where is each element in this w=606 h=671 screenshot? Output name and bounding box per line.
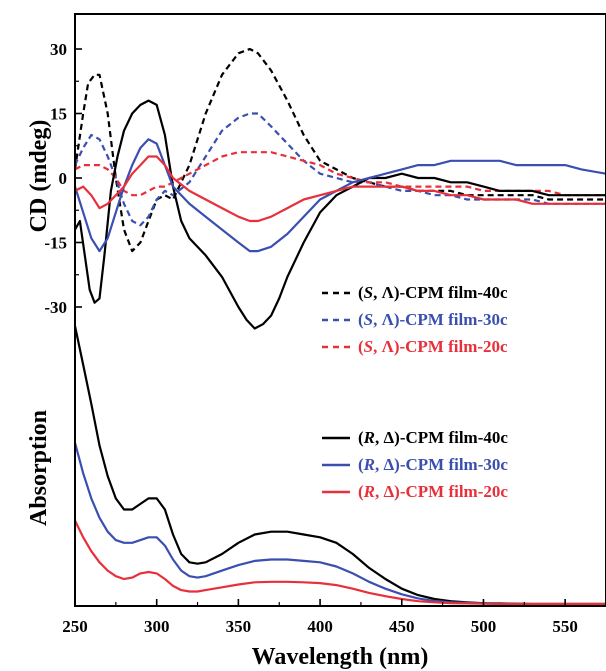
- absorption-legend-label: (R, Δ)-CPM film-30c: [358, 455, 508, 474]
- x-axis-title: Wavelength (nm): [252, 644, 429, 670]
- x-tick-label: 550: [552, 617, 578, 636]
- cd-legend-label: (S, Λ)-CPM film-20c: [358, 337, 508, 356]
- absorption-y-axis-title: Absorption: [26, 410, 52, 526]
- cd-legend: (S, Λ)-CPM film-40c (S, Λ)-CPM film-30c (S…: [322, 283, 508, 356]
- absorption-series-r-cpm-film-20c: [74, 520, 606, 606]
- x-tick-label: 350: [226, 617, 252, 636]
- cd-y-tick-label: 30: [50, 40, 67, 59]
- cd-legend-label: (S, Λ)-CPM film-40c: [358, 283, 508, 302]
- cd-legend-entry: (S, Λ)-CPM film-30c: [322, 310, 508, 329]
- cd-legend-entry: (S, Λ)-CPM film-20c: [322, 337, 508, 356]
- x-tick-label: 250: [62, 617, 88, 636]
- cd-legend-label: (S, Λ)-CPM film-30c: [358, 310, 508, 329]
- x-tick-label: 400: [307, 617, 333, 636]
- absorption-legend-label: (R, Δ)-CPM film-20c: [358, 482, 508, 501]
- cd-y-tick-label: 15: [50, 105, 67, 124]
- cd-y-tick-label: -30: [44, 298, 67, 317]
- cd-series-s-cpm-film-40c: [73, 47, 606, 253]
- cd-series-r-cpm-film-40c: [74, 99, 606, 330]
- plot-frame: [74, 13, 606, 607]
- absorption-legend-entry: (R, Δ)-CPM film-20c: [322, 482, 508, 501]
- cd-y-tick-label: 0: [59, 169, 68, 188]
- cd-panel: 30 15 0 -15 -30 CD (mdeg) (S, Λ)-CPM film-40…: [26, 40, 606, 356]
- cd-series-r-cpm-film-30c: [73, 138, 606, 253]
- x-tick-label: 300: [144, 617, 170, 636]
- absorption-legend: (R, Δ)-CPM film-40c (R, Δ)-CPM film-30c (R…: [322, 428, 508, 501]
- absorption-legend-label: (R, Δ)-CPM film-40c: [358, 428, 508, 447]
- absorption-panel: 250 300 350 400 450 500 550 Absorption Wavelen…: [26, 325, 606, 670]
- cd-series-r-cpm-film-20c: [74, 155, 606, 223]
- x-tick-label: 450: [389, 617, 415, 636]
- cd-legend-entry: (S, Λ)-CPM film-40c: [322, 283, 508, 302]
- cd-y-tick-label: -15: [44, 234, 67, 253]
- absorption-legend-entry: (R, Δ)-CPM film-30c: [322, 455, 508, 474]
- cd-y-axis-title: CD (mdeg): [26, 120, 52, 233]
- absorption-legend-entry: (R, Δ)-CPM film-40c: [322, 428, 508, 447]
- cd-series-s-cpm-film-30c: [74, 112, 606, 227]
- x-tick-label: 500: [471, 617, 497, 636]
